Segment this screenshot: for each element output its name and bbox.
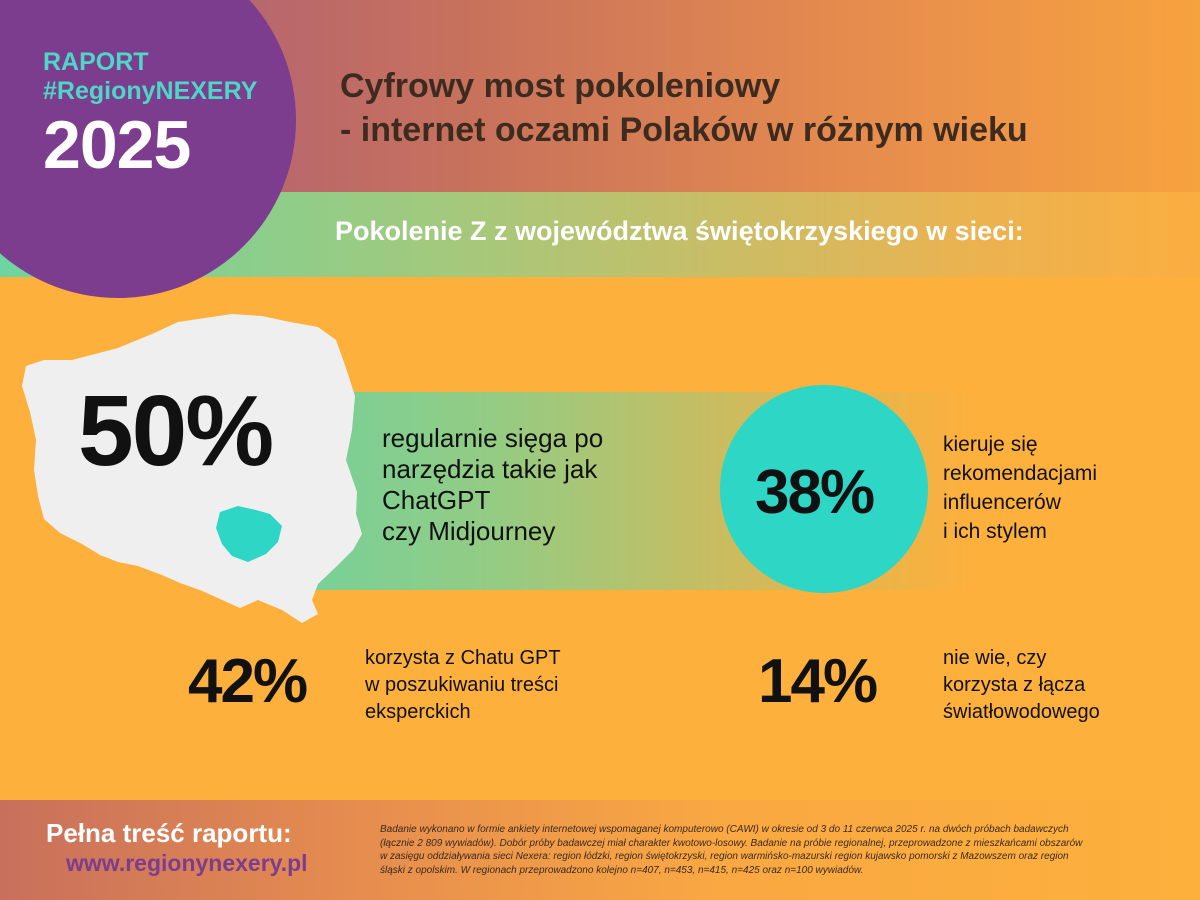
stat-38-value: 38% — [755, 458, 875, 527]
full-report-label: Pełna treść raportu: — [46, 818, 292, 848]
badge-year: 2025 — [43, 107, 191, 183]
footnote-line: Badanie wykonano w formie ankiety intern… — [380, 824, 1069, 835]
stat-14-desc-line: nie wie, czy — [943, 647, 1047, 669]
stat-50-desc-line: ChatGPT — [382, 485, 491, 515]
badge-line-report: RAPORT — [43, 48, 149, 76]
stat-38-desc-line: kieruje się — [943, 433, 1038, 456]
stat-14-description: nie wie, czy korzysta z łącza światłowod… — [943, 645, 1100, 726]
stat-50-desc-line: narzędzia takie jak — [382, 454, 598, 484]
footnote-line: w zasięgu oddziaływania sieci Nexera: re… — [380, 851, 1069, 862]
poland-map-shape — [22, 314, 362, 623]
stat-50-desc-line: czy Midjourney — [382, 516, 556, 546]
report-url-link[interactable]: www.regionynexery.pl — [66, 850, 308, 876]
stat-42-value: 42% — [188, 647, 308, 716]
page-title: Cyfrowy most pokoleniowy - internet ocza… — [340, 64, 1028, 152]
stat-50-desc-line: regularnie sięga po — [382, 423, 604, 453]
stat-14-desc-line: światłowodowego — [943, 701, 1100, 723]
section-subtitle: Pokolenie Z z województwa świętokrzyskie… — [335, 216, 1024, 246]
stat-42-desc-line: korzysta z Chatu GPT — [365, 647, 561, 669]
stat-14-desc-line: korzysta z łącza — [943, 674, 1086, 696]
stat-42-desc-line: w poszukiwaniu treści — [365, 674, 559, 696]
footer-band — [0, 800, 1200, 900]
stat-14-value: 14% — [758, 647, 878, 716]
stat-50-value: 50% — [78, 375, 274, 487]
stat-38-circle — [720, 385, 928, 593]
stat-38-desc-line: rekomendacjami — [943, 462, 1098, 485]
footnote-line: śląski z opolskim. W regionach przeprowa… — [380, 864, 864, 876]
title-line-1: Cyfrowy most pokoleniowy — [340, 67, 781, 105]
stat-42-desc-line: eksperckich — [365, 701, 471, 723]
footnote-line: (łącznie 2 809 wywiadów). Dobór próby ba… — [380, 837, 1083, 849]
stat-42-description: korzysta z Chatu GPT w poszukiwaniu treś… — [365, 645, 561, 726]
poland-map-illustration — [22, 314, 362, 623]
stat-38-desc-line: i ich stylem — [943, 520, 1047, 543]
stat-38-description: kieruje się rekomendacjami influencerów … — [943, 430, 1097, 546]
title-line-2: - internet oczami Polaków w różnym wieku — [340, 111, 1028, 149]
badge-line-hashtag: #RegionyNEXERY — [43, 77, 258, 105]
stat-50-description: regularnie sięga po narzędzia takie jak … — [382, 423, 603, 547]
stat-38-desc-line: influencerów — [943, 491, 1061, 514]
report-badge-text: RAPORT #RegionyNEXERY 2025 — [43, 48, 257, 181]
swietokrzyskie-region-shape — [216, 506, 282, 562]
methodology-footnote: Badanie wykonano w formie ankiety intern… — [380, 823, 1180, 877]
